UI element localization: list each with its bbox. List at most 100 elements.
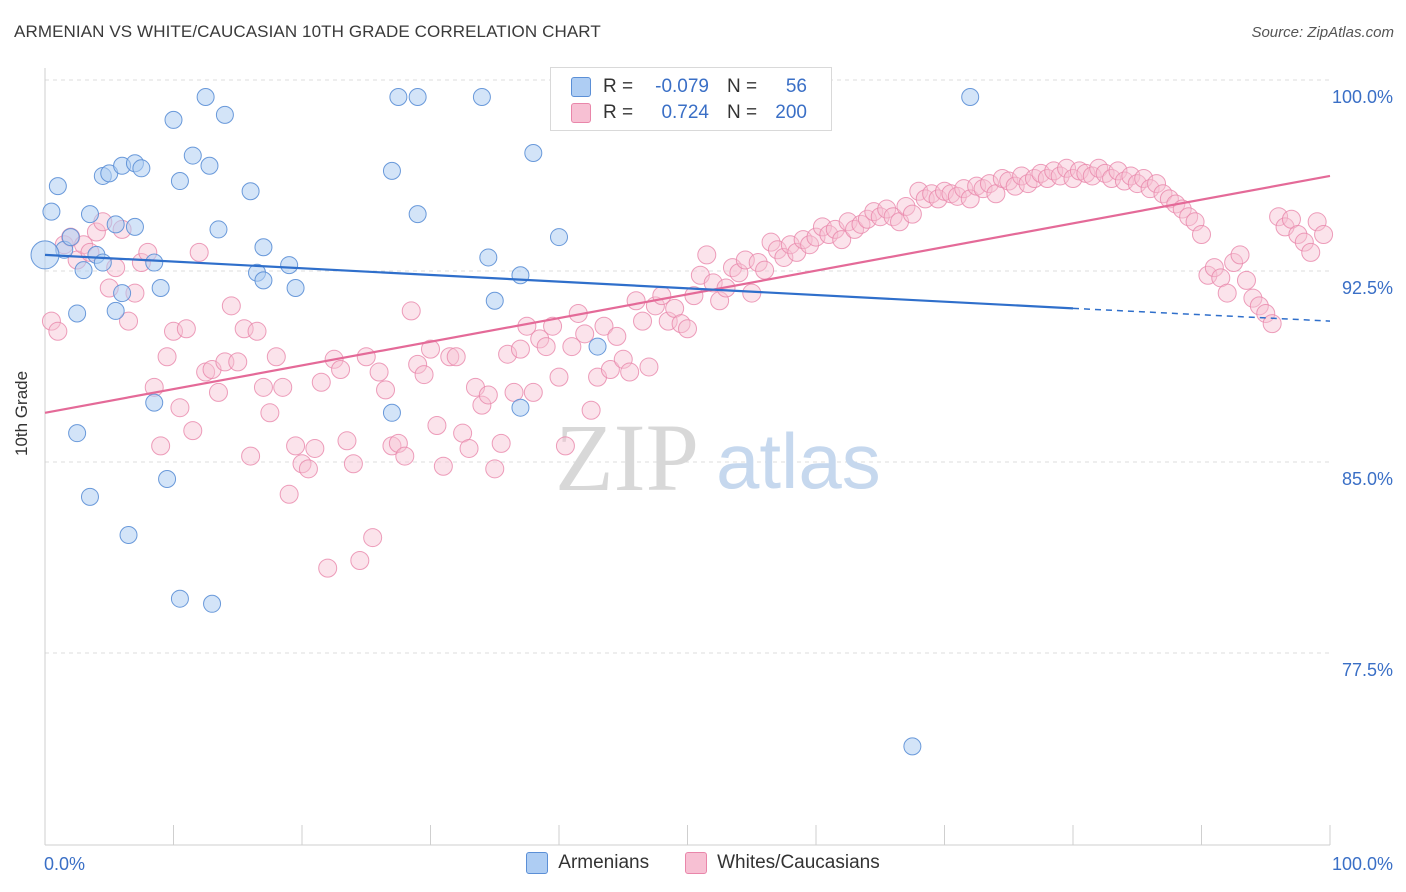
trend-line-armenians [44, 253, 1074, 310]
point-whites [562, 337, 582, 357]
point-armenians [151, 279, 170, 297]
point-whites [208, 382, 228, 402]
trend-line-armenians-extension [1072, 307, 1331, 322]
x-tick-label: 100.0% [1332, 854, 1393, 874]
point-whites [356, 347, 376, 367]
series-legend: Armenians Whites/Caucasians [0, 852, 1406, 874]
point-armenians [472, 88, 491, 106]
point-armenians [479, 248, 498, 267]
point-armenians [106, 301, 125, 320]
point-whites [343, 454, 363, 474]
point-whites [767, 240, 787, 260]
point-whites [1262, 314, 1282, 334]
y-tick-label: 77.5% [1342, 660, 1393, 680]
point-whites [510, 339, 530, 359]
point-armenians [132, 159, 151, 178]
point-armenians [200, 156, 219, 175]
point-whites [1307, 212, 1327, 232]
point-whites [678, 319, 697, 339]
point-whites [1314, 225, 1334, 245]
point-whites [183, 421, 203, 441]
point-whites [376, 380, 396, 400]
point-whites [1236, 270, 1256, 290]
n-value: 200 [775, 102, 807, 123]
point-whites [530, 329, 550, 349]
n-value: 56 [785, 76, 807, 97]
point-whites [748, 253, 768, 273]
point-whites [594, 316, 614, 336]
point-whites [703, 273, 723, 293]
point-whites [639, 357, 659, 377]
point-whites [1294, 232, 1314, 252]
tick-labels: 100.0% 92.5% 85.0% 77.5% 0.0% 100.0% [44, 87, 1393, 874]
pink-swatch [571, 103, 591, 123]
point-armenians [119, 526, 138, 545]
point-whites [536, 337, 556, 357]
point-whites [1134, 168, 1154, 188]
point-armenians [903, 737, 922, 756]
point-whites [979, 174, 999, 194]
point-whites [151, 436, 171, 456]
point-armenians [125, 217, 144, 236]
point-armenians [408, 205, 427, 224]
point-whites [671, 314, 691, 334]
point-whites [613, 349, 633, 369]
point-whites [1217, 283, 1237, 303]
legend-item-armenians[interactable]: Armenians [526, 852, 649, 874]
point-whites [498, 344, 518, 364]
point-armenians [113, 284, 132, 303]
point-whites [446, 347, 466, 367]
n-label: N = [727, 102, 758, 123]
point-whites [388, 433, 408, 453]
point-whites [973, 179, 993, 199]
point-whites [1140, 179, 1160, 199]
point-whites [247, 321, 267, 341]
point-whites [1243, 288, 1263, 308]
point-whites [119, 311, 139, 331]
point-whites [369, 362, 389, 382]
point-whites [1224, 253, 1244, 273]
point-whites [433, 456, 453, 476]
point-whites [253, 377, 273, 397]
point-armenians [254, 271, 273, 290]
point-whites [832, 230, 852, 250]
point-whites [600, 359, 620, 379]
point-whites [633, 311, 653, 331]
blue-swatch [526, 852, 549, 874]
point-armenians [68, 424, 87, 443]
point-whites [902, 204, 922, 224]
point-whites [755, 260, 775, 280]
series-armenians [30, 88, 980, 756]
r-label: R = [603, 102, 634, 123]
point-whites [337, 431, 357, 451]
legend-item-whites[interactable]: Whites/Caucasians [685, 852, 880, 874]
point-armenians [170, 172, 189, 191]
point-whites [1153, 184, 1173, 204]
point-whites [48, 321, 68, 341]
point-whites [1230, 245, 1250, 265]
point-whites [877, 199, 897, 219]
trend-lines [44, 174, 1331, 414]
point-armenians [48, 177, 67, 196]
point-whites [1204, 258, 1224, 278]
point-whites [1185, 212, 1205, 232]
point-whites [999, 171, 1019, 191]
legend-label-whites: Whites/Caucasians [717, 852, 880, 873]
point-whites [761, 232, 781, 252]
point-whites [742, 283, 762, 303]
r-value: -0.079 [655, 76, 709, 97]
point-whites [485, 459, 505, 479]
correlation-legend: R = -0.079 N = 56 R = 0.724 N = 200 [550, 67, 832, 131]
point-whites [305, 438, 325, 458]
watermark-zip: ZIP [555, 404, 699, 511]
point-armenians [588, 337, 607, 356]
point-armenians [485, 291, 504, 310]
point-whites [176, 319, 196, 339]
point-armenians [145, 393, 164, 412]
y-tick-label: 85.0% [1342, 469, 1393, 489]
point-whites [401, 301, 421, 321]
point-whites [1063, 168, 1083, 188]
point-armenians [254, 238, 273, 257]
point-whites [273, 377, 293, 397]
point-whites [318, 558, 338, 578]
